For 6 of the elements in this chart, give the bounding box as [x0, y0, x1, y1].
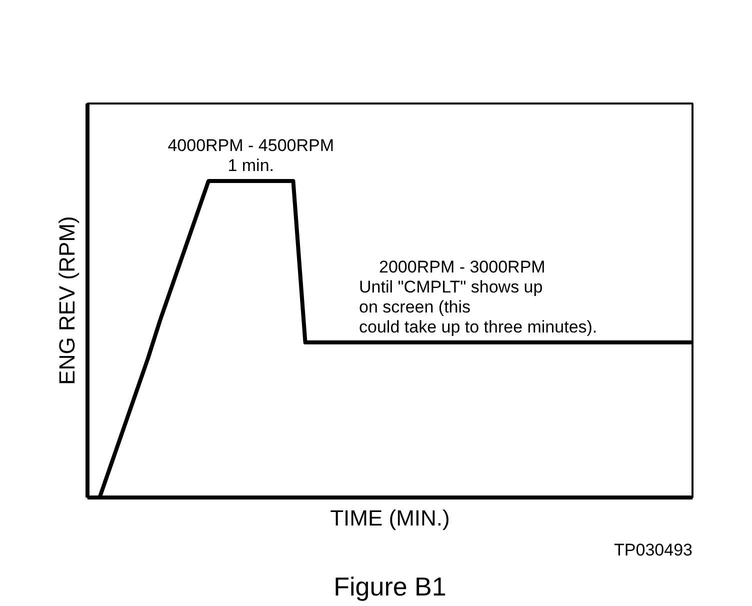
y-axis-title: ENG REV (RPM) — [54, 216, 80, 385]
text: TP030493 — [614, 540, 692, 560]
text: 4000RPM - 4500RPM 1 min. — [168, 136, 334, 176]
x-axis-title: TIME (MIN.) — [330, 506, 450, 530]
text: Figure B1 — [334, 572, 446, 602]
annotation: 2000RPM - 3000RPM Until "CMPLT" shows up on screen (this could take up to three minutes). — [359, 257, 598, 336]
